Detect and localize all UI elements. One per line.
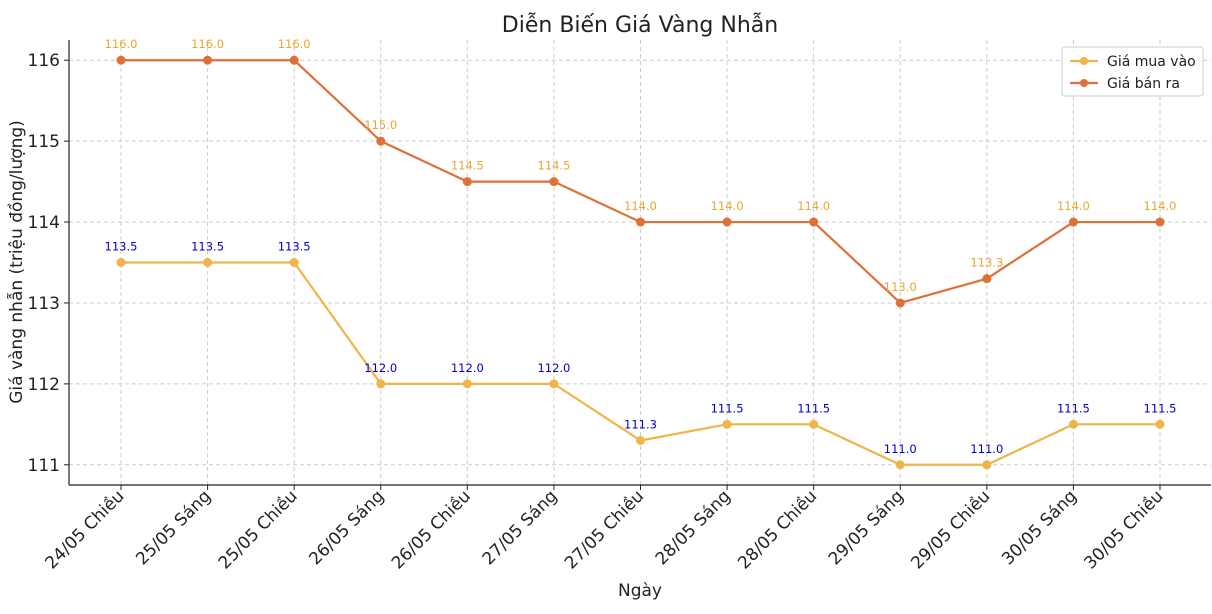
data-point <box>636 436 645 445</box>
data-label: 113.0 <box>884 280 917 294</box>
data-label: 111.5 <box>797 401 830 415</box>
data-point <box>289 55 299 65</box>
data-label: 114.0 <box>624 199 657 213</box>
data-label: 111.5 <box>1057 401 1090 415</box>
x-tick-label: 26/05 Chiều <box>387 486 475 574</box>
data-label: 112.0 <box>364 361 397 375</box>
x-tick-label: 29/05 Chiều <box>907 486 995 574</box>
x-tick-label: 26/05 Sáng <box>305 486 388 569</box>
y-tick-label: 115 <box>28 132 60 152</box>
y-tick-label: 111 <box>28 456 60 476</box>
data-point <box>1155 419 1165 429</box>
data-point <box>809 217 819 227</box>
data-label: 111.3 <box>624 418 657 432</box>
x-tick-label: 29/05 Sáng <box>825 486 908 569</box>
data-label: 112.0 <box>451 361 484 375</box>
data-label: 114.0 <box>711 199 744 213</box>
data-point <box>1068 217 1078 227</box>
chart-title: Diễn Biến Giá Vàng Nhẫn <box>502 12 778 38</box>
x-tick-label: 24/05 Chiều <box>41 486 129 574</box>
data-label: 114.0 <box>797 199 830 213</box>
x-tick-label: 28/05 Chiều <box>734 486 822 574</box>
data-label: 114.0 <box>1057 199 1090 213</box>
x-tick-label: 30/05 Sáng <box>998 486 1081 569</box>
data-label: 116.0 <box>191 37 224 51</box>
data-label: 114.5 <box>537 159 570 173</box>
x-tick-label: 27/05 Chiều <box>560 486 648 574</box>
data-labels: 113.5 113.5 113.5 112.0 112.0 112.0 111.3 111.5… <box>105 37 1177 456</box>
y-tick-label: 112 <box>28 375 60 395</box>
data-label: 111.5 <box>711 401 744 415</box>
y-axis-label: Giá vàng nhẫn (triệu đồng/lượng) <box>6 120 27 404</box>
data-label: 113.5 <box>105 240 138 254</box>
legend: Giá mua vào Giá bán ra <box>1061 46 1204 97</box>
data-point <box>809 419 819 429</box>
data-point <box>116 258 126 267</box>
data-point <box>982 460 992 470</box>
data-point <box>895 298 905 308</box>
x-tick-label: 28/05 Sáng <box>652 486 735 569</box>
x-tick-label: 30/05 Chiều <box>1080 486 1168 574</box>
y-tick-label: 116 <box>28 51 60 71</box>
data-label: 113.5 <box>278 240 311 254</box>
data-point <box>376 379 386 389</box>
data-point <box>203 258 213 267</box>
data-label: 116.0 <box>278 37 311 51</box>
data-label: 116.0 <box>105 37 138 51</box>
legend-marker <box>1080 79 1088 87</box>
data-point <box>203 55 213 65</box>
y-tick-label: 113 <box>28 294 60 314</box>
data-point <box>1068 419 1078 429</box>
data-point <box>549 177 559 187</box>
legend-entry: Giá bán ra <box>1107 76 1180 92</box>
y-tick-label: 114 <box>28 213 60 233</box>
x-axis-label: Ngày <box>618 581 662 601</box>
data-point <box>722 419 732 429</box>
data-label: 111.0 <box>884 442 917 456</box>
data-point <box>982 274 992 284</box>
data-label: 113.5 <box>191 240 224 254</box>
legend-marker <box>1080 57 1088 65</box>
data-point <box>895 460 905 470</box>
data-point <box>376 136 386 146</box>
data-label: 112.0 <box>537 361 570 375</box>
data-point <box>549 379 559 389</box>
x-tick-label: 25/05 Chiều <box>214 486 302 574</box>
data-point <box>462 177 472 187</box>
series-layer <box>116 55 1165 470</box>
data-label: 113.3 <box>970 256 1003 270</box>
data-point <box>1155 217 1165 227</box>
data-label: 111.0 <box>970 442 1003 456</box>
data-point <box>462 379 472 389</box>
legend-entry: Giá mua vào <box>1107 54 1196 70</box>
data-label: 114.0 <box>1144 199 1177 213</box>
data-label: 111.5 <box>1144 401 1177 415</box>
data-label: 115.0 <box>364 118 397 132</box>
data-point <box>116 55 126 65</box>
x-tick-label: 27/05 Sáng <box>479 486 562 569</box>
data-label: 114.5 <box>451 159 484 173</box>
data-point <box>289 258 299 267</box>
data-point <box>636 217 645 227</box>
data-point <box>722 217 732 227</box>
x-tick-label: 25/05 Sáng <box>132 486 215 569</box>
